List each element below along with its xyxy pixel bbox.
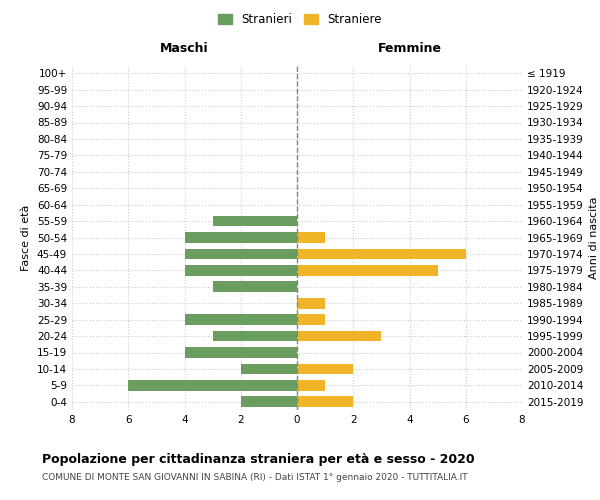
Bar	[212, 216, 297, 226]
Text: Femmine: Femmine	[377, 42, 442, 54]
Y-axis label: Anni di nascita: Anni di nascita	[589, 196, 599, 279]
Bar	[212, 330, 297, 342]
Bar	[185, 265, 297, 276]
Bar	[297, 314, 325, 325]
Text: Maschi: Maschi	[160, 42, 209, 54]
Bar	[241, 364, 297, 374]
Bar	[297, 248, 466, 260]
Text: Popolazione per cittadinanza straniera per età e sesso - 2020: Popolazione per cittadinanza straniera p…	[42, 452, 475, 466]
Legend: Stranieri, Straniere: Stranieri, Straniere	[213, 8, 387, 31]
Bar	[297, 380, 325, 390]
Bar	[297, 265, 437, 276]
Y-axis label: Fasce di età: Fasce di età	[22, 204, 31, 270]
Bar	[185, 314, 297, 325]
Bar	[297, 396, 353, 407]
Bar	[128, 380, 297, 390]
Bar	[185, 248, 297, 260]
Bar	[185, 232, 297, 243]
Bar	[212, 282, 297, 292]
Bar	[241, 396, 297, 407]
Bar	[185, 347, 297, 358]
Bar	[297, 232, 325, 243]
Bar	[297, 298, 325, 308]
Text: COMUNE DI MONTE SAN GIOVANNI IN SABINA (RI) - Dati ISTAT 1° gennaio 2020 - TUTTI: COMUNE DI MONTE SAN GIOVANNI IN SABINA (…	[42, 472, 467, 482]
Bar	[297, 364, 353, 374]
Bar	[297, 330, 382, 342]
